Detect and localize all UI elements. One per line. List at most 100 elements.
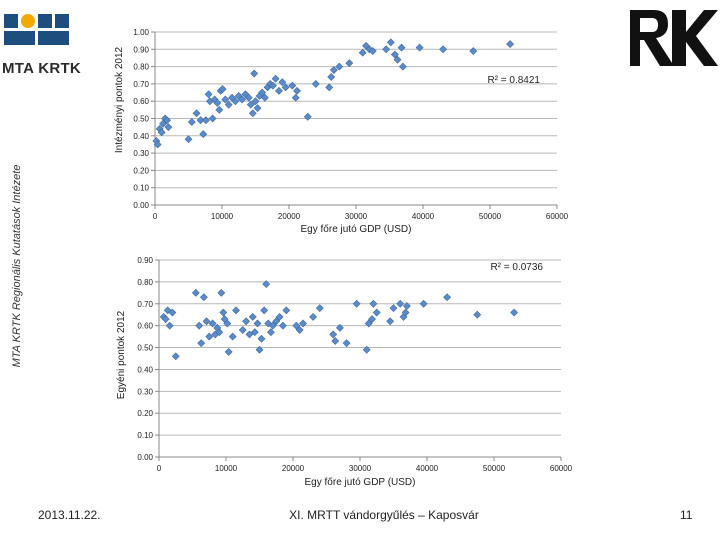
data-point — [278, 78, 287, 87]
y-tick-label: 0.00 — [137, 453, 153, 462]
y-tick-label: 0.10 — [137, 431, 153, 440]
y-tick-label: 0.20 — [133, 166, 149, 175]
y-tick-label: 0.80 — [133, 63, 149, 72]
data-point — [315, 304, 324, 313]
x-tick-label: 40000 — [412, 212, 435, 221]
data-point — [266, 328, 275, 337]
data-point — [242, 317, 251, 326]
y-tick-label: 0.60 — [133, 97, 149, 106]
data-point — [358, 48, 367, 57]
data-point — [257, 334, 266, 343]
data-point — [250, 69, 259, 78]
data-point — [213, 99, 222, 107]
logo-mark-icon — [4, 14, 69, 45]
data-point — [372, 308, 381, 317]
data-point — [331, 337, 340, 345]
data-point — [288, 81, 297, 90]
data-point — [335, 62, 344, 71]
data-point — [168, 308, 177, 317]
x-tick-label: 20000 — [278, 212, 301, 221]
data-point — [386, 38, 395, 47]
data-point — [219, 308, 228, 317]
data-point — [223, 319, 232, 328]
data-point — [199, 293, 208, 302]
y-tick-label: 1.00 — [133, 28, 149, 37]
data-point — [275, 312, 284, 321]
y-tick-label: 0.20 — [137, 409, 153, 418]
rk-logo — [624, 6, 720, 72]
y-axis-title: Egyéni pontok 2012 — [116, 310, 127, 399]
individual-points-chart: 0.00 0.10 0.20 0.30 0.40 0.50 0.60 0.70 0.80 0.90… — [116, 256, 573, 488]
data-point — [469, 47, 478, 55]
data-point — [369, 299, 378, 308]
institutional-points-chart: 0.00 0.10 0.20 0.30 0.40 0.50 0.60 0.70 0.80 0.90… — [114, 28, 569, 235]
x-axis-title: Egy főre jutó GDP (USD) — [305, 477, 416, 488]
data-point — [390, 50, 399, 59]
data-point — [295, 326, 304, 334]
data-point — [291, 93, 300, 102]
data-point — [157, 128, 166, 137]
x-tick-label: 50000 — [483, 464, 506, 473]
footer-event: XI. MRTT vándorgyűlés – Kaposvár — [289, 508, 479, 522]
data-point — [415, 43, 424, 52]
data-point — [238, 326, 247, 334]
data-point — [342, 339, 351, 348]
data-point — [327, 73, 336, 81]
data-point — [163, 116, 171, 125]
data-point — [382, 45, 391, 54]
y-tick-label: 0.60 — [137, 322, 153, 331]
data-point — [196, 116, 205, 125]
data-point — [184, 135, 193, 144]
data-point — [473, 310, 482, 319]
data-point — [272, 317, 281, 326]
data-point — [439, 45, 448, 54]
data-point — [238, 95, 247, 104]
data-point — [299, 319, 307, 328]
data-point — [195, 321, 204, 330]
data-point — [303, 112, 312, 121]
x-tick-label: 60000 — [546, 212, 569, 221]
data-point — [192, 109, 201, 118]
data-point — [282, 306, 291, 315]
data-point — [268, 81, 277, 90]
data-point — [311, 79, 320, 88]
mta-krtk-logo: MTA KRTK — [0, 8, 84, 80]
y-axis-title: Intézményi pontok 2012 — [114, 46, 125, 153]
y-tick-label: 0.00 — [133, 201, 149, 210]
data-point — [419, 299, 428, 308]
data-point — [224, 100, 233, 109]
data-point — [208, 114, 217, 123]
data-point — [260, 306, 269, 315]
y-tick-label: 0.30 — [137, 387, 153, 396]
data-point — [202, 317, 211, 326]
data-point — [246, 100, 255, 109]
y-tick-label: 0.90 — [137, 256, 153, 265]
data-point — [215, 328, 224, 337]
data-point — [255, 345, 264, 354]
data-point — [215, 105, 224, 114]
data-point — [325, 83, 334, 92]
data-point — [398, 62, 407, 71]
data-point — [335, 323, 344, 332]
data-point — [329, 66, 338, 74]
data-point — [368, 47, 377, 55]
data-point — [153, 140, 162, 149]
data-point — [275, 86, 283, 95]
x-tick-label: 50000 — [479, 212, 502, 221]
data-point — [191, 288, 200, 297]
data-point — [401, 308, 410, 317]
r-squared-label: R² = 0.0736 — [490, 262, 543, 273]
y-tick-label: 0.40 — [137, 365, 153, 374]
x-tick-label: 60000 — [550, 464, 573, 473]
data-point — [352, 299, 361, 308]
data-point — [279, 321, 287, 330]
data-point — [248, 312, 257, 321]
data-point — [245, 330, 254, 339]
data-point — [187, 118, 196, 126]
data-point — [402, 302, 411, 310]
data-point — [281, 83, 290, 92]
data-point — [218, 85, 227, 94]
x-tick-label: 30000 — [349, 464, 372, 473]
y-tick-label: 0.30 — [133, 149, 149, 158]
data-point — [386, 317, 395, 326]
